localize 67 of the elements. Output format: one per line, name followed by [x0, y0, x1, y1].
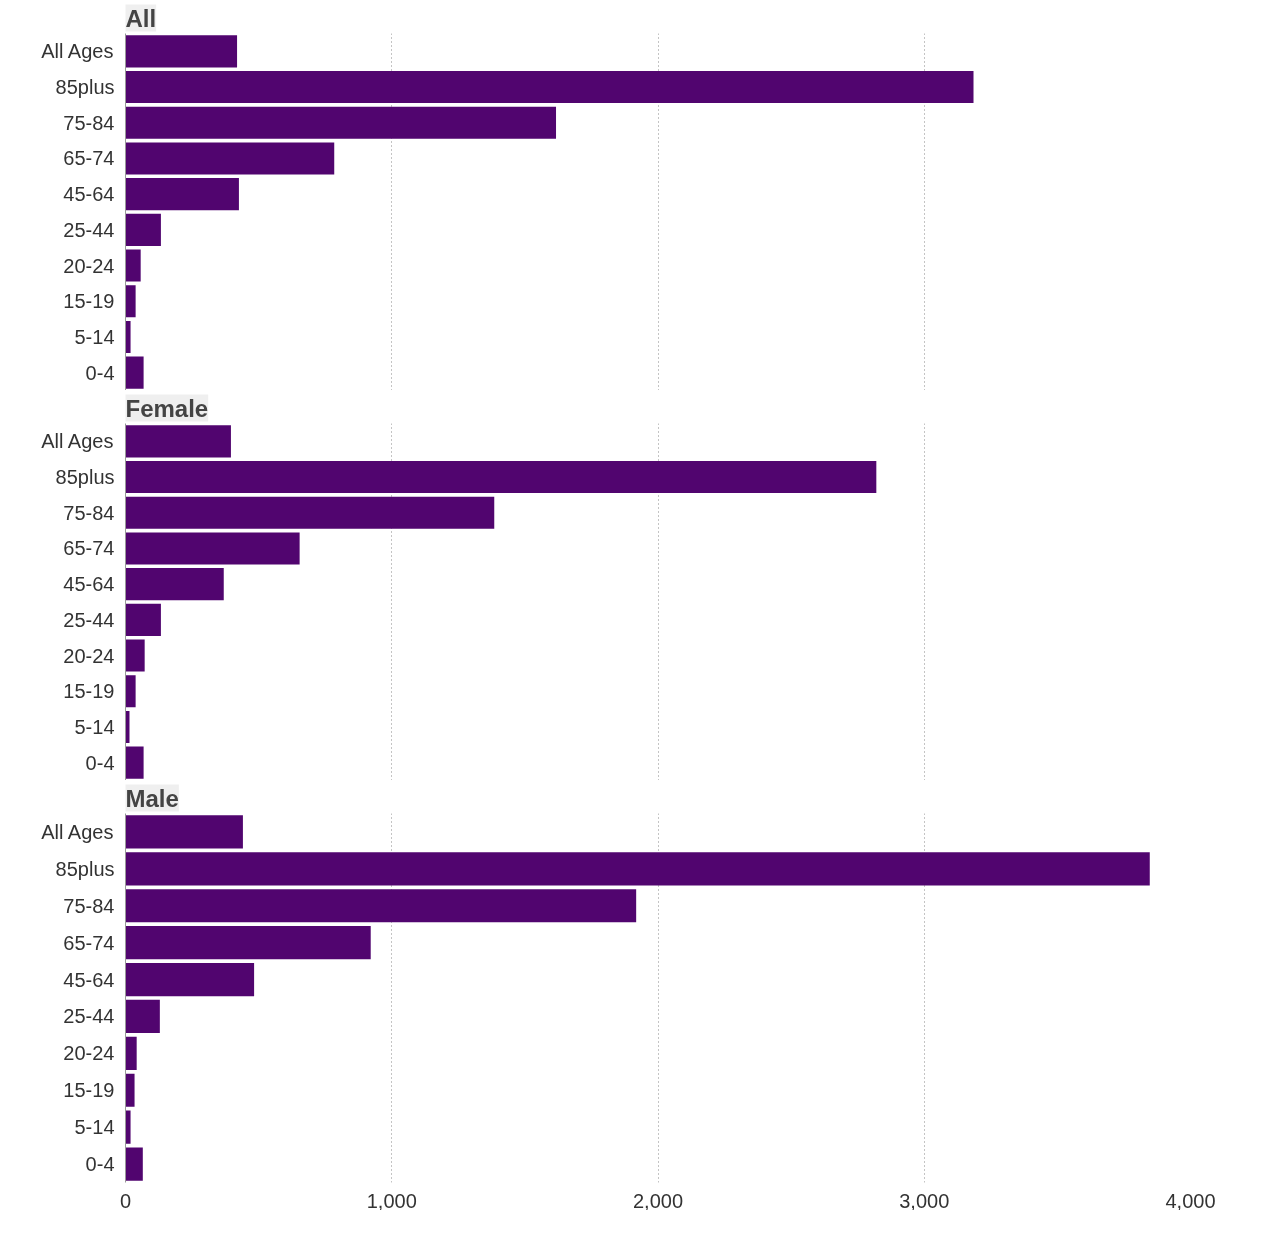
y-tick-label: 0-4 — [85, 1153, 115, 1176]
y-tick-label: 75-84 — [63, 501, 115, 524]
y-tick-label: 65-74 — [63, 931, 115, 954]
y-tick-label: 45-64 — [63, 968, 115, 991]
y-tick-label: 15-19 — [63, 1079, 115, 1102]
bar — [125, 1110, 131, 1144]
bar — [125, 1147, 143, 1181]
y-tick-label: 45-64 — [63, 573, 115, 596]
y-tick-label: 25-44 — [63, 1005, 115, 1028]
y-tick-label: 85plus — [55, 857, 115, 880]
y-tick-label: 20-24 — [63, 644, 115, 667]
bar — [125, 178, 239, 211]
chart-title: All — [125, 4, 157, 32]
y-tick-label: 75-84 — [63, 894, 115, 917]
bar — [125, 213, 161, 246]
x-tick-label: 3,000 — [899, 1189, 950, 1212]
bar — [125, 356, 144, 389]
y-tick-label: 0-4 — [85, 751, 115, 774]
x-tick-label: 4,000 — [1165, 1189, 1216, 1212]
x-tick-label: 1,000 — [366, 1189, 417, 1212]
y-tick-label: 85plus — [55, 466, 115, 489]
bar — [125, 70, 974, 104]
bar — [125, 249, 141, 282]
bar — [125, 852, 1150, 886]
bar — [125, 962, 255, 997]
bar — [125, 1036, 137, 1070]
y-tick-label: 75-84 — [63, 111, 115, 134]
chart-title: Female — [125, 394, 209, 422]
y-tick-label: 5-14 — [74, 325, 115, 348]
bar — [125, 532, 300, 565]
y-tick-label: 65-74 — [63, 537, 115, 560]
y-tick-label: 5-14 — [74, 1116, 115, 1139]
bar — [125, 999, 160, 1034]
bar — [125, 568, 224, 601]
y-tick-label: 25-44 — [63, 218, 115, 241]
y-tick-label: 0-4 — [85, 361, 115, 384]
bar — [125, 460, 877, 494]
y-tick-label: 5-14 — [74, 715, 115, 738]
y-tick-label: 20-24 — [63, 1042, 115, 1065]
bar — [125, 639, 145, 672]
bar — [125, 746, 144, 779]
bar — [125, 496, 495, 529]
bar — [125, 603, 161, 636]
y-tick-label: All Ages — [41, 430, 114, 453]
y-tick-label: 15-19 — [63, 290, 115, 313]
bar — [125, 320, 131, 354]
bar — [125, 815, 243, 849]
bar — [125, 425, 231, 458]
x-tick-label: 0 — [119, 1189, 132, 1212]
y-tick-label: 15-19 — [63, 680, 115, 703]
x-tick-label: 2,000 — [632, 1189, 684, 1212]
bar — [125, 35, 238, 68]
y-tick-label: 85plus — [55, 76, 115, 99]
bar — [125, 1073, 135, 1107]
bar — [125, 675, 136, 708]
y-tick-label: 45-64 — [63, 183, 115, 206]
bar — [125, 142, 335, 175]
y-tick-label: All Ages — [41, 40, 114, 63]
bar — [125, 285, 136, 318]
y-tick-label: 25-44 — [63, 608, 115, 631]
y-tick-label: 20-24 — [63, 254, 115, 277]
bar — [125, 106, 557, 139]
bar — [125, 926, 371, 960]
y-tick-label: 65-74 — [63, 147, 115, 170]
y-tick-label: All Ages — [41, 820, 114, 843]
chart-title: Male — [125, 784, 179, 812]
bar — [125, 889, 637, 923]
